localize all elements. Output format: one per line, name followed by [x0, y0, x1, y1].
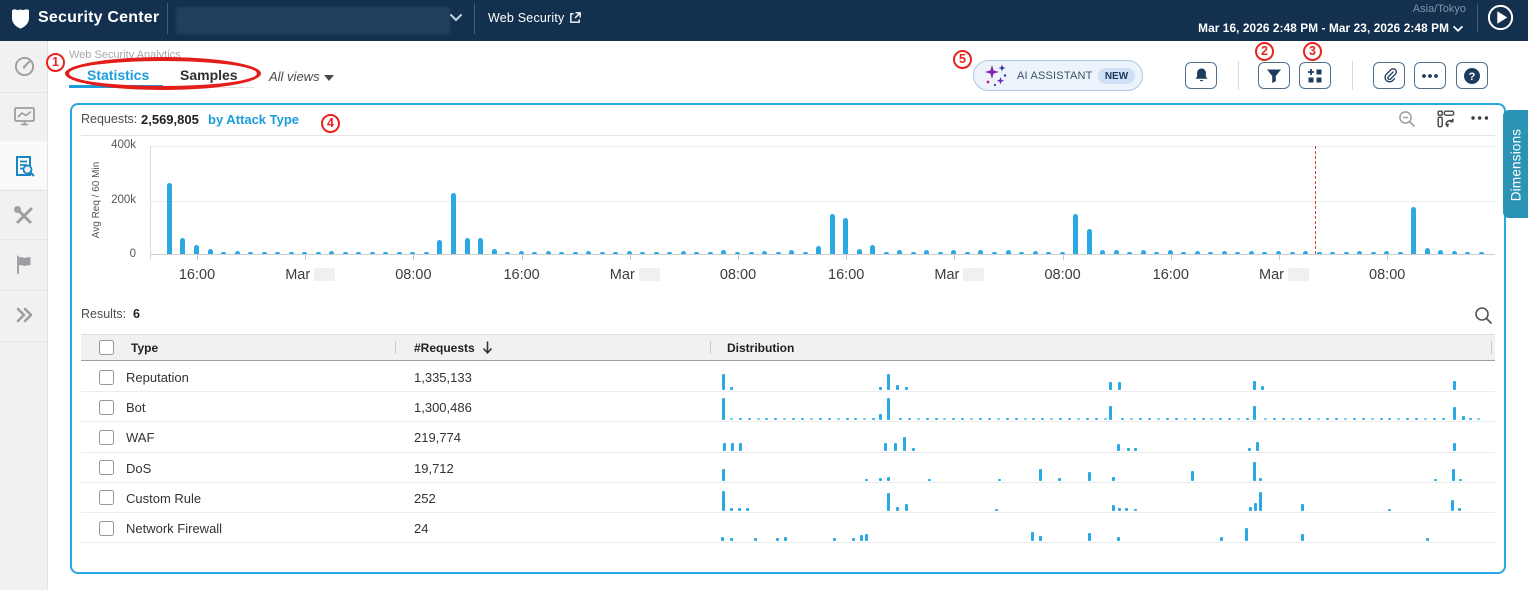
svg-text:?: ?	[1469, 71, 1476, 83]
